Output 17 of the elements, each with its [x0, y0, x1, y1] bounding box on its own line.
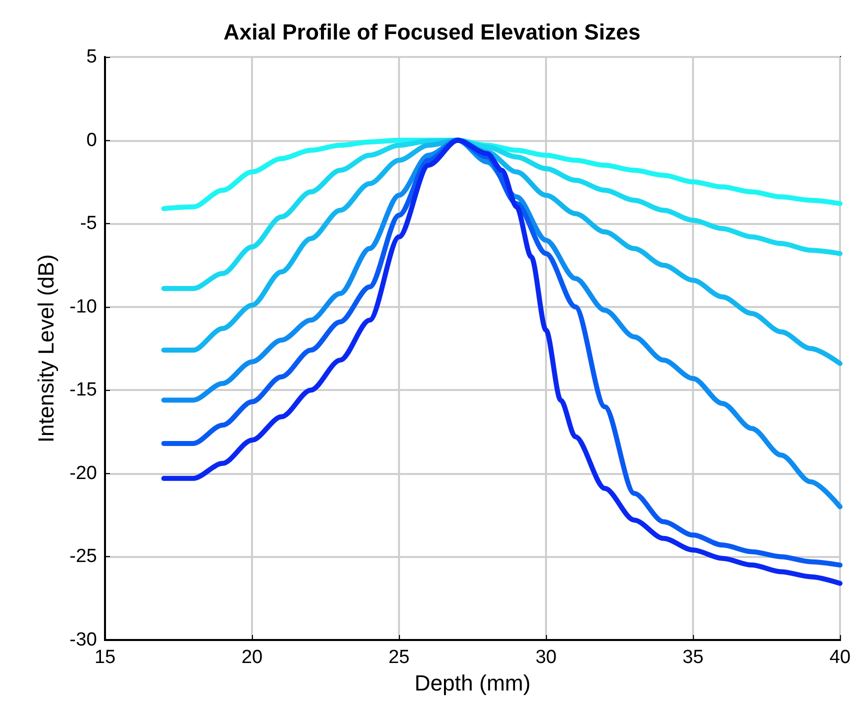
y-tick-label: -15 — [70, 380, 97, 401]
y-tick-label: -5 — [80, 213, 97, 234]
x-tick-label: 25 — [388, 647, 410, 668]
y-tick-label: -20 — [70, 462, 97, 484]
x-tick-label: 15 — [94, 647, 116, 668]
chart-title: Axial Profile of Focused Elevation Sizes — [224, 20, 640, 44]
x-axis-title: Depth (mm) — [414, 670, 531, 696]
y-tick-label: -25 — [70, 546, 97, 568]
y-tick-label: -30 — [70, 630, 97, 650]
x-tick-label: 40 — [829, 647, 851, 668]
y-axis-title: Intensity Level (dB) — [34, 254, 58, 443]
x-tick-label: 20 — [241, 647, 263, 668]
x-tick-label: 30 — [535, 647, 557, 668]
y-tick-label: 5 — [86, 46, 97, 68]
x-tick-label: 35 — [682, 647, 704, 668]
y-tick-label: 0 — [86, 130, 97, 151]
y-tick-label: -10 — [70, 296, 97, 318]
